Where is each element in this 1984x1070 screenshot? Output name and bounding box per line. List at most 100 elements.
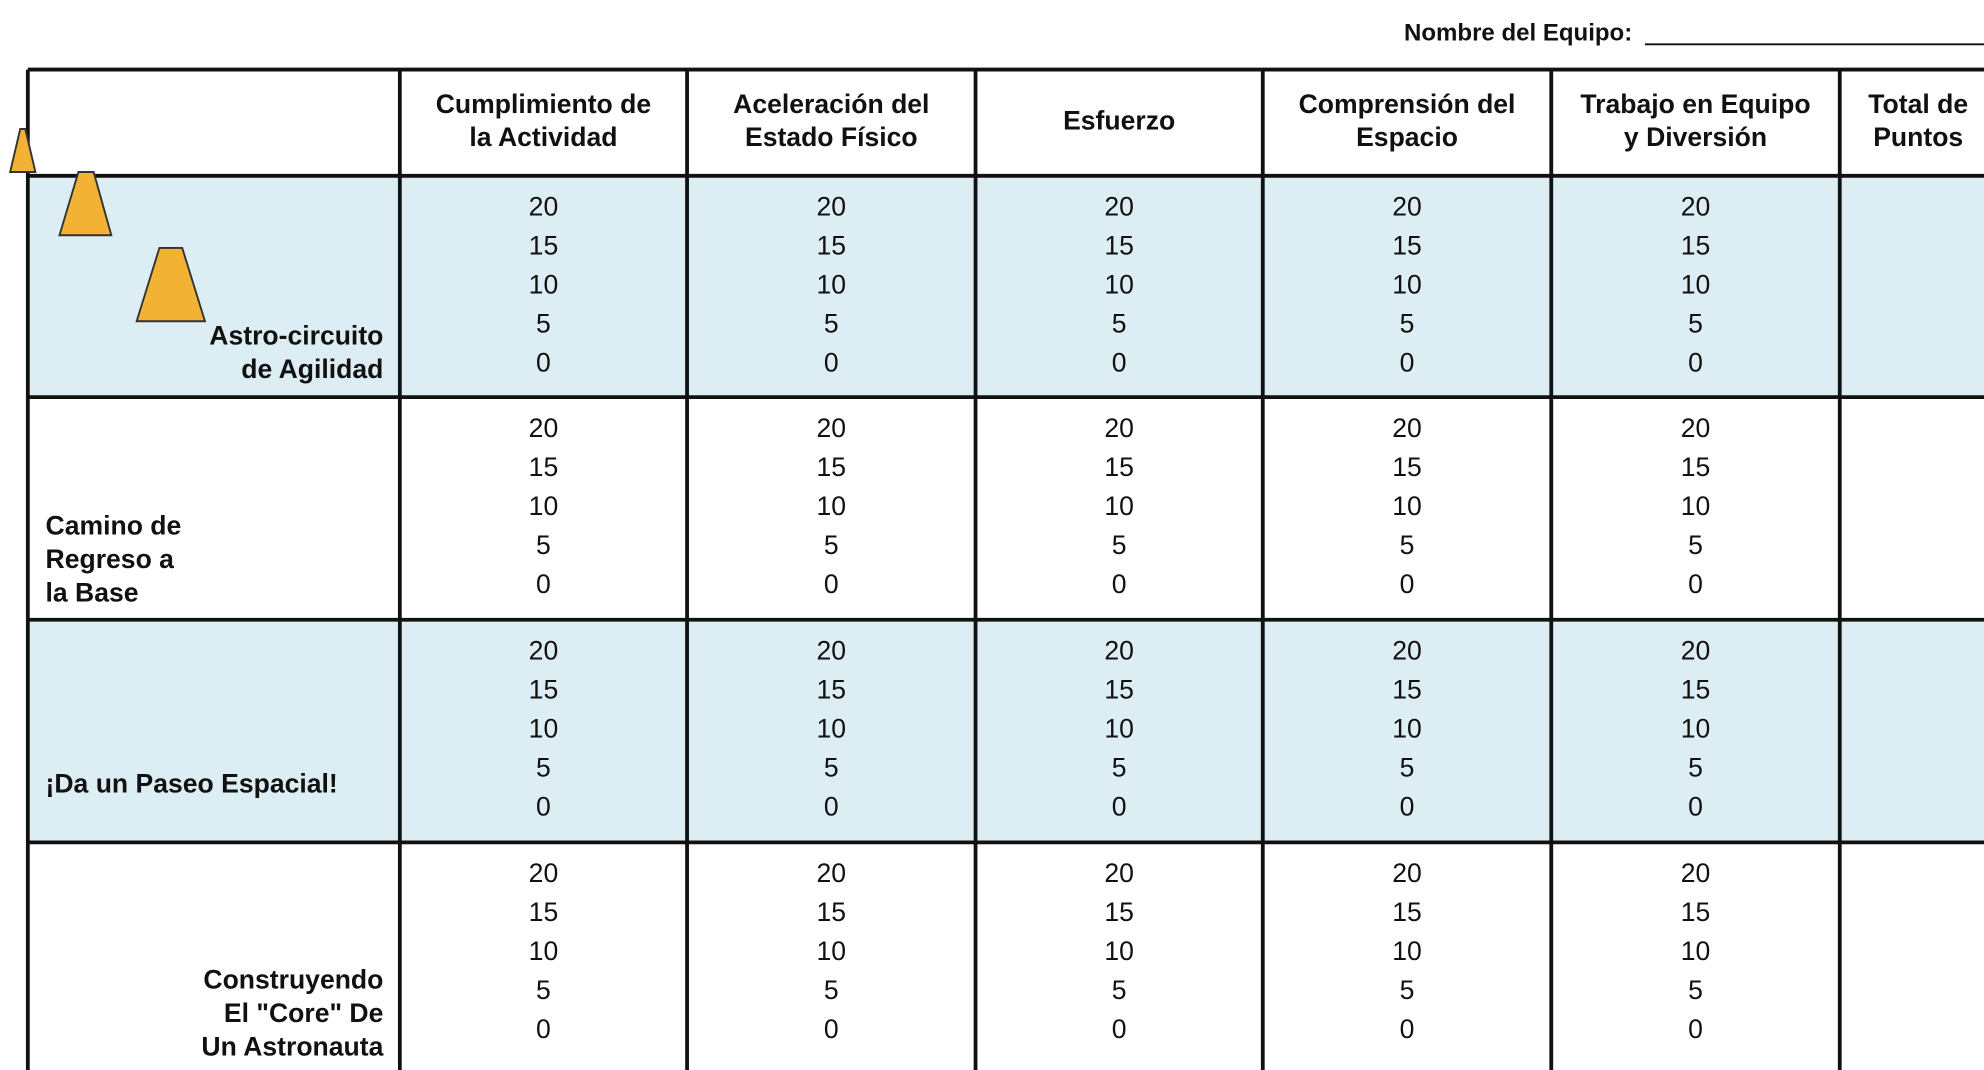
score-option: 10 — [529, 491, 559, 521]
score-option: 5 — [1400, 975, 1415, 1005]
score-option: 10 — [1104, 270, 1134, 300]
score-option: 0 — [1400, 569, 1415, 599]
score-option: 15 — [817, 897, 847, 927]
row-label: Astro-circuito — [209, 321, 383, 351]
score-option: 15 — [529, 897, 559, 927]
score-option: 10 — [1104, 936, 1134, 966]
score-option: 0 — [1112, 1014, 1127, 1044]
score-option: 5 — [1688, 309, 1703, 339]
score-option: 20 — [1392, 413, 1422, 443]
score-option: 15 — [529, 452, 559, 482]
score-option: 20 — [817, 858, 847, 888]
score-option: 15 — [1392, 452, 1422, 482]
score-option: 15 — [529, 231, 559, 261]
score-option: 20 — [1392, 192, 1422, 222]
score-option: 15 — [1681, 675, 1711, 705]
cones — [8, 128, 207, 323]
score-option: 5 — [536, 309, 551, 339]
score-option: 15 — [1681, 231, 1711, 261]
score-option: 5 — [1112, 530, 1127, 560]
score-option: 10 — [1104, 714, 1134, 744]
score-option: 0 — [1688, 791, 1703, 821]
score-option: 20 — [529, 858, 559, 888]
score-option: 0 — [1400, 791, 1415, 821]
score-option: 10 — [817, 491, 847, 521]
column-header: Estado Físico — [745, 122, 918, 152]
column-header: Trabajo en Equipo — [1580, 89, 1810, 119]
row-label: la Base — [46, 577, 139, 607]
row-label: ¡Da un Paseo Espacial! — [46, 768, 338, 798]
score-option: 0 — [1112, 348, 1127, 378]
score-option: 20 — [529, 636, 559, 666]
score-option: 5 — [1112, 309, 1127, 339]
score-option: 20 — [817, 192, 847, 222]
score-option: 20 — [1681, 858, 1711, 888]
column-header: Cumplimiento de — [436, 89, 651, 119]
score-option: 0 — [824, 348, 839, 378]
score-option: 15 — [817, 231, 847, 261]
column-header: Total de — [1868, 89, 1968, 119]
score-option: 20 — [1681, 413, 1711, 443]
score-option: 20 — [817, 413, 847, 443]
score-option: 20 — [529, 192, 559, 222]
score-option: 5 — [1688, 530, 1703, 560]
row-label: El "Core" De — [224, 998, 383, 1028]
score-option: 20 — [1681, 192, 1711, 222]
score-option: 10 — [1681, 270, 1711, 300]
score-option: 5 — [536, 530, 551, 560]
score-option: 5 — [1112, 975, 1127, 1005]
score-option: 0 — [824, 1014, 839, 1044]
score-option: 10 — [1392, 714, 1422, 744]
score-option: 15 — [1392, 897, 1422, 927]
row-label: Construyendo — [203, 964, 383, 994]
score-option: 10 — [529, 714, 559, 744]
score-option: 20 — [529, 413, 559, 443]
score-option: 0 — [1688, 569, 1703, 599]
score-option: 5 — [536, 753, 551, 783]
team-label: Nombre del Equipo: — [1404, 19, 1632, 46]
score-option: 20 — [1104, 636, 1134, 666]
score-option: 5 — [1688, 753, 1703, 783]
score-option: 0 — [824, 569, 839, 599]
score-option: 5 — [1400, 309, 1415, 339]
score-option: 0 — [536, 791, 551, 821]
column-header: Esfuerzo — [1063, 106, 1175, 136]
score-option: 20 — [1104, 192, 1134, 222]
score-option: 20 — [1681, 636, 1711, 666]
score-option: 15 — [1104, 897, 1134, 927]
column-header: la Actividad — [469, 122, 617, 152]
score-option: 0 — [1688, 1014, 1703, 1044]
score-option: 0 — [536, 569, 551, 599]
score-option: 10 — [1392, 270, 1422, 300]
column-header: Aceleración del — [733, 89, 929, 119]
score-option: 5 — [1112, 753, 1127, 783]
score-option: 0 — [536, 348, 551, 378]
score-option: 20 — [1104, 858, 1134, 888]
score-option: 5 — [824, 753, 839, 783]
score-option: 15 — [1681, 897, 1711, 927]
score-option: 15 — [1392, 231, 1422, 261]
score-option: 5 — [536, 975, 551, 1005]
score-option: 0 — [1112, 791, 1127, 821]
score-option: 5 — [1400, 753, 1415, 783]
score-option: 0 — [824, 791, 839, 821]
score-option: 0 — [1400, 348, 1415, 378]
score-option: 20 — [1392, 858, 1422, 888]
row-label: de Agilidad — [241, 354, 383, 384]
score-option: 10 — [817, 714, 847, 744]
row-background — [27, 619, 1984, 843]
score-option: 0 — [536, 1014, 551, 1044]
score-option: 10 — [1104, 491, 1134, 521]
score-option: 20 — [1104, 413, 1134, 443]
score-option: 10 — [529, 270, 559, 300]
score-option: 20 — [1392, 636, 1422, 666]
score-option: 15 — [1104, 675, 1134, 705]
column-header: Puntos — [1873, 122, 1963, 152]
score-option: 10 — [1681, 936, 1711, 966]
score-option: 15 — [529, 675, 559, 705]
score-option: 15 — [817, 675, 847, 705]
score-option: 10 — [817, 270, 847, 300]
score-option: 20 — [817, 636, 847, 666]
score-option: 5 — [824, 530, 839, 560]
